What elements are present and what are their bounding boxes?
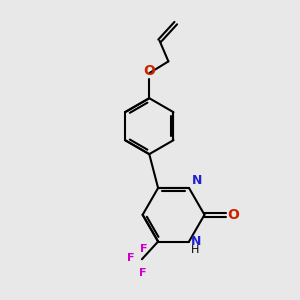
Text: O: O [143, 64, 155, 78]
Text: H: H [191, 245, 200, 255]
Text: N: N [192, 173, 202, 187]
Text: N: N [191, 235, 202, 248]
Text: O: O [228, 208, 240, 222]
Text: F: F [139, 268, 146, 278]
Text: F: F [140, 244, 147, 254]
Text: F: F [127, 253, 134, 263]
